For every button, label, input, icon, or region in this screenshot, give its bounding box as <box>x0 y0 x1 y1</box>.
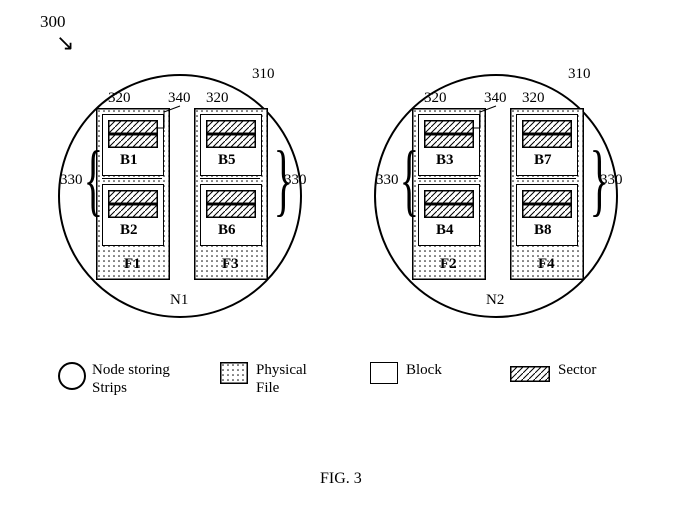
block-label-b2: B2 <box>120 222 138 239</box>
brace-left-n1: { <box>84 140 103 220</box>
sector-b1-s1 <box>108 120 158 134</box>
sector-b7-s2 <box>522 134 572 148</box>
block-label-b4: B4 <box>436 222 454 239</box>
callout-340-n1: 340 <box>168 90 191 107</box>
ref-arrow-icon: ↘ <box>56 30 74 56</box>
sector-b3-s1 <box>424 120 474 134</box>
callout-330-right-n1: 330 <box>284 172 307 189</box>
sector-b8-s1 <box>522 190 572 204</box>
block-label-b8: B8 <box>534 222 552 239</box>
legend-swatch-block-icon <box>370 362 398 384</box>
legend-label-node-1: Node storing <box>92 362 170 379</box>
sector-b1-s2 <box>108 134 158 148</box>
block-divider-f2 <box>418 178 478 179</box>
ref-number: 300 <box>40 12 66 32</box>
callout-310-n2: 310 <box>568 66 591 83</box>
figure-canvas: 300 ↘ 310 320 B1 B2 F1 320 B5 B6 F3 340 … <box>0 0 693 523</box>
file-label-f2: F2 <box>440 256 457 273</box>
legend-label-sector: Sector <box>558 362 596 379</box>
sector-b4-s1 <box>424 190 474 204</box>
callout-330-left-n1: 330 <box>60 172 83 189</box>
callout-320-f2: 320 <box>424 90 447 107</box>
file-label-f1: F1 <box>124 256 141 273</box>
callout-340-n2: 340 <box>484 90 507 107</box>
file-label-f4: F4 <box>538 256 555 273</box>
sector-b6-s1 <box>206 190 256 204</box>
brace-left-n2: { <box>400 140 419 220</box>
callout-330-left-n2: 330 <box>376 172 399 189</box>
sector-b6-s2 <box>206 204 256 218</box>
block-label-b6: B6 <box>218 222 236 239</box>
callout-310-n1: 310 <box>252 66 275 83</box>
sector-b2-s1 <box>108 190 158 204</box>
block-label-b1: B1 <box>120 152 138 169</box>
sector-b3-s2 <box>424 134 474 148</box>
node-label-n1: N1 <box>170 292 188 309</box>
legend-swatch-node-icon <box>58 362 86 390</box>
sector-b8-s2 <box>522 204 572 218</box>
file-label-f3: F3 <box>222 256 239 273</box>
legend-swatch-file-icon <box>220 362 248 384</box>
block-divider-f1 <box>102 178 162 179</box>
node-label-n2: N2 <box>486 292 504 309</box>
legend-label-file-2: File <box>256 380 279 397</box>
legend-label-file-1: Physical <box>256 362 307 379</box>
block-label-b7: B7 <box>534 152 552 169</box>
sector-b5-s2 <box>206 134 256 148</box>
sector-b2-s2 <box>108 204 158 218</box>
legend-label-block: Block <box>406 362 442 379</box>
block-divider-f3 <box>200 178 260 179</box>
sector-b5-s1 <box>206 120 256 134</box>
block-label-b5: B5 <box>218 152 236 169</box>
callout-330-right-n2: 330 <box>600 172 623 189</box>
sector-b7-s1 <box>522 120 572 134</box>
block-divider-f4 <box>516 178 576 179</box>
legend-label-node-2: Strips <box>92 380 127 397</box>
callout-320-f3: 320 <box>206 90 229 107</box>
callout-320-f4: 320 <box>522 90 545 107</box>
callout-320-f1: 320 <box>108 90 131 107</box>
block-label-b3: B3 <box>436 152 454 169</box>
figure-caption: FIG. 3 <box>320 470 362 488</box>
sector-b4-s2 <box>424 204 474 218</box>
legend-swatch-sector-icon <box>510 366 550 382</box>
